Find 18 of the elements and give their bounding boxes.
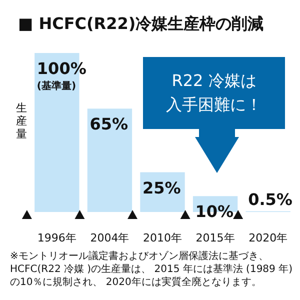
data-label: 25% [142,178,181,198]
data-label: 0.5% [248,190,292,210]
data-label: 100% [36,59,86,78]
annotation: (基準量) [36,80,76,92]
chart-title: ■ HCFC(R22)冷媒生産枠の削減 [18,14,264,35]
data-label: 65% [90,114,128,134]
x-tick-label: 2010年 [143,232,182,244]
x-tick-label: 2004年 [90,232,130,244]
x-tick-label: 2015年 [196,232,235,244]
data-label: 10% [195,202,234,222]
text: ※モントリオール議定書およびオゾン層保護法に基づき、HCFC(R22 冷媒 )の生産量は、 2015 年には基準法 (1989 年) の10％に規制され、 2020年には実質全廃となります。 [10,250,294,289]
callout-box: R22 冷媒は 入手困難に！ [143,57,285,129]
x-tick-label: 2020年 [248,232,288,244]
y-axis-title: 生産量 [16,102,27,140]
annotation: 入手困難に！ [166,94,262,116]
annotation: R22 冷媒は [172,70,256,92]
bar [87,108,132,212]
x-tick-label: 1996年 [37,232,76,244]
